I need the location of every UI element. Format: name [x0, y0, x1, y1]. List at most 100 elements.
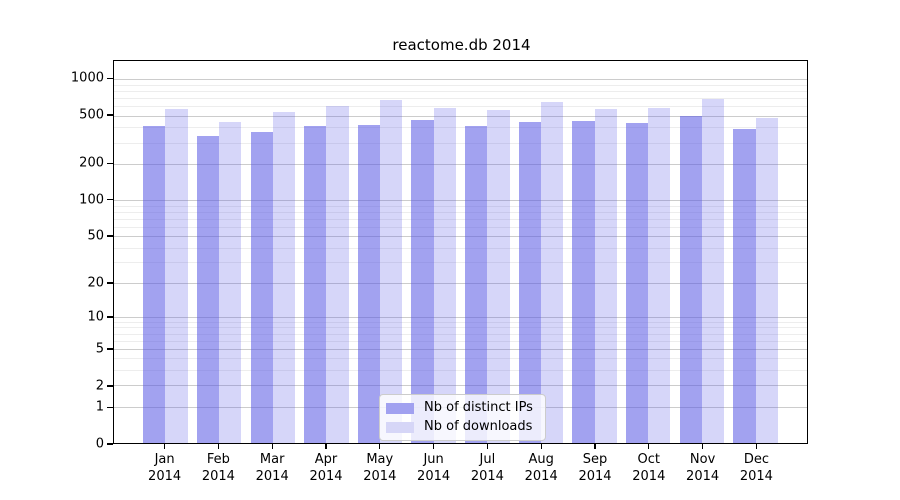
bar-downloads [380, 99, 403, 443]
x-tick-mark [271, 444, 273, 449]
y-tick-label: 500 [79, 107, 104, 123]
minor-gridline [114, 358, 807, 360]
x-tick-year: 2014 [201, 469, 235, 484]
x-tick-year: 2014 [632, 469, 666, 484]
minor-gridline [114, 247, 807, 249]
y-tick-label: 20 [87, 275, 104, 291]
x-tick-month: Oct [637, 452, 661, 467]
bar-distinct-ips [465, 125, 488, 443]
x-tick-label: Aug 2014 [525, 451, 558, 485]
bar-downloads [594, 108, 617, 443]
legend-swatch-downloads [386, 421, 414, 433]
y-tick-mark [107, 114, 113, 116]
x-tick-year: 2014 [578, 469, 612, 484]
x-tick-label: Apr 2014 [309, 451, 342, 485]
legend: Nb of distinct IPs Nb of downloads [379, 394, 546, 441]
minor-gridline [114, 226, 807, 228]
major-gridline [114, 79, 807, 81]
legend-item-distinct-ips: Nb of distinct IPs [386, 401, 537, 415]
major-gridline [114, 282, 807, 284]
bar-distinct-ips [518, 121, 541, 443]
minor-gridline [114, 340, 807, 342]
y-tick-label: 200 [79, 155, 104, 171]
bar-distinct-ips [357, 124, 381, 443]
x-tick-year: 2014 [524, 469, 558, 484]
x-tick-label: Jan 2014 [148, 451, 181, 485]
x-tick-year: 2014 [148, 469, 182, 484]
y-tick-mark [107, 235, 113, 237]
x-axis: Jan 2014 Feb 2014 Mar 2014 Apr 2014 May 2014 Jun 20… [113, 444, 808, 496]
y-tick-label: 1000 [70, 70, 104, 86]
x-tick-mark [325, 444, 327, 449]
bar-distinct-ips [572, 120, 595, 443]
y-tick-label: 0 [95, 436, 104, 452]
y-tick-mark [107, 406, 113, 408]
x-tick-label: May 2014 [363, 451, 396, 485]
y-tick-label: 1 [95, 399, 104, 415]
bar-downloads [540, 102, 564, 443]
y-axis: 0 1 2 5 10 20 50 100 200 500 1000 [0, 60, 113, 451]
major-gridline [114, 163, 807, 165]
x-tick-month: Sep [582, 452, 608, 467]
minor-gridline [114, 91, 807, 93]
bar-distinct-ips [304, 125, 327, 443]
x-tick-label: Sep 2014 [578, 451, 611, 485]
bar-distinct-ips [143, 126, 166, 443]
bar-distinct-ips [626, 123, 649, 443]
bar-distinct-ips [733, 129, 756, 443]
x-tick-month: Feb [206, 452, 230, 467]
bar-downloads [487, 110, 510, 443]
major-gridline [114, 115, 807, 117]
major-gridline [114, 236, 807, 237]
y-tick-mark [107, 443, 113, 445]
x-tick-mark [217, 444, 220, 449]
legend-item-downloads: Nb of downloads [386, 420, 537, 434]
x-tick-month: Jan [154, 452, 175, 467]
minor-gridline [114, 84, 807, 86]
x-tick-month: Nov [689, 452, 716, 467]
minor-gridline [114, 370, 807, 372]
x-tick-month: Dec [743, 452, 769, 467]
legend-swatch-distinct-ips [386, 402, 414, 414]
minor-gridline [114, 333, 807, 335]
bar-downloads [755, 117, 778, 443]
x-tick-mark [486, 444, 489, 449]
x-tick-mark [163, 444, 166, 449]
y-tick-mark [107, 348, 113, 350]
x-tick-month: May [366, 452, 394, 467]
x-tick-label: Oct 2014 [632, 451, 665, 485]
x-tick-month: Apr [314, 452, 338, 467]
minor-gridline [114, 327, 807, 329]
x-tick-year: 2014 [309, 469, 343, 484]
y-tick-label: 100 [79, 192, 104, 208]
x-tick-label: Jun 2014 [417, 451, 450, 485]
x-tick-label: Mar 2014 [256, 451, 289, 485]
bar-downloads [701, 99, 725, 443]
bar-downloads [165, 109, 188, 443]
x-tick-month: Jul [479, 452, 496, 467]
x-tick-year: 2014 [417, 469, 451, 484]
bar-distinct-ips [250, 131, 273, 443]
major-gridline [114, 385, 807, 387]
x-tick-mark [701, 444, 704, 449]
x-tick-month: Mar [259, 452, 285, 467]
minor-gridline [114, 98, 807, 100]
x-tick-label: Feb 2014 [202, 451, 235, 485]
minor-gridline [114, 262, 807, 264]
x-tick-label: Dec 2014 [740, 451, 773, 485]
minor-gridline [114, 205, 807, 207]
x-tick-year: 2014 [686, 469, 720, 484]
x-tick-mark [755, 444, 758, 449]
chart-title: reactome.db 2014 [392, 36, 531, 54]
legend-label-downloads: Nb of downloads [424, 419, 533, 434]
y-tick-mark [107, 316, 113, 318]
x-tick-year: 2014 [255, 469, 289, 484]
bar-downloads [648, 107, 671, 443]
major-gridline [114, 200, 807, 202]
minor-gridline [114, 218, 807, 220]
x-tick-mark [648, 444, 650, 449]
major-gridline [114, 316, 807, 318]
y-tick-mark [107, 199, 113, 201]
minor-gridline [114, 142, 807, 144]
